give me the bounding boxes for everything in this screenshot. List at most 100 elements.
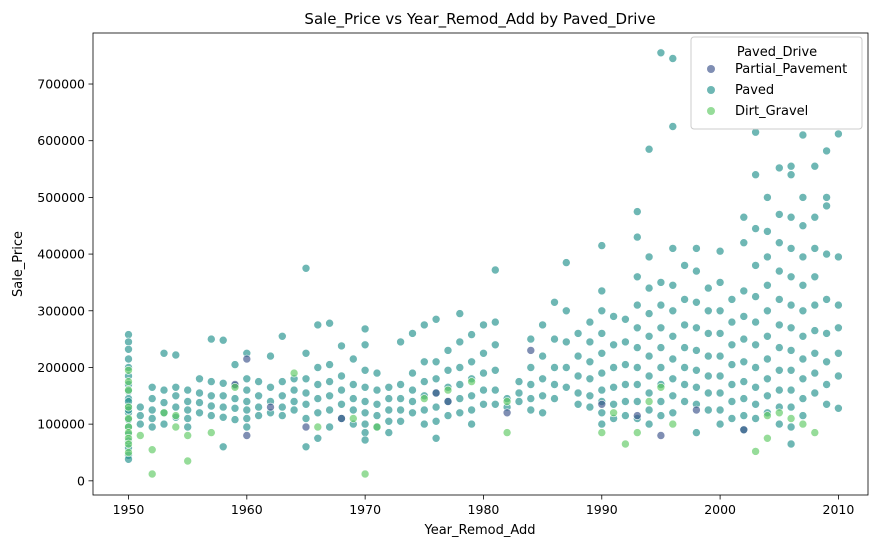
data-point bbox=[124, 402, 133, 412]
data-point bbox=[763, 280, 772, 290]
data-point bbox=[597, 385, 607, 395]
data-point bbox=[195, 408, 204, 418]
data-point bbox=[822, 380, 831, 389]
data-point bbox=[360, 382, 370, 392]
data-point bbox=[798, 252, 808, 262]
data-point bbox=[467, 419, 476, 429]
y-tick-label: 400000 bbox=[37, 247, 85, 262]
data-point bbox=[455, 394, 465, 403]
points-layer bbox=[124, 48, 843, 479]
data-point bbox=[632, 272, 642, 282]
data-point bbox=[277, 411, 287, 420]
data-point bbox=[609, 408, 618, 418]
data-point bbox=[514, 377, 524, 386]
data-point bbox=[183, 431, 192, 440]
data-point bbox=[124, 354, 133, 364]
data-point bbox=[739, 411, 749, 420]
data-point bbox=[644, 144, 654, 154]
data-point bbox=[207, 401, 216, 411]
data-point bbox=[360, 397, 370, 406]
data-point bbox=[490, 340, 500, 350]
data-point bbox=[609, 399, 618, 409]
data-point bbox=[159, 348, 169, 358]
legend-marker bbox=[707, 86, 715, 94]
data-point bbox=[467, 357, 476, 367]
data-point bbox=[739, 357, 749, 367]
data-point bbox=[419, 419, 429, 429]
data-point bbox=[822, 201, 831, 211]
data-point bbox=[751, 414, 760, 423]
data-point bbox=[526, 346, 536, 355]
data-point bbox=[467, 330, 476, 339]
data-point bbox=[632, 207, 642, 216]
data-point bbox=[668, 408, 678, 418]
data-point bbox=[834, 371, 843, 381]
data-point bbox=[656, 323, 666, 333]
data-point bbox=[715, 278, 725, 287]
legend-label: Dirt_Gravel bbox=[735, 104, 808, 119]
data-point bbox=[230, 403, 240, 413]
data-point bbox=[739, 238, 749, 247]
data-point bbox=[337, 371, 346, 381]
data-point bbox=[479, 399, 488, 409]
data-point bbox=[585, 357, 595, 367]
data-point bbox=[798, 354, 808, 364]
data-point bbox=[786, 385, 796, 395]
data-point bbox=[774, 238, 784, 247]
data-point bbox=[715, 388, 725, 398]
data-point bbox=[408, 329, 417, 338]
data-point bbox=[597, 241, 607, 250]
data-point bbox=[786, 422, 796, 432]
data-point bbox=[763, 391, 772, 401]
data-point bbox=[656, 431, 666, 440]
data-point bbox=[774, 320, 784, 330]
data-point bbox=[609, 312, 618, 321]
data-point bbox=[656, 278, 666, 287]
data-point bbox=[680, 320, 689, 330]
data-point bbox=[810, 326, 820, 335]
data-point bbox=[124, 377, 133, 386]
data-point bbox=[479, 320, 488, 330]
data-point bbox=[668, 419, 678, 429]
data-point bbox=[159, 419, 169, 429]
data-point bbox=[621, 360, 630, 369]
data-point bbox=[680, 397, 689, 406]
data-point bbox=[786, 414, 796, 423]
data-point bbox=[703, 405, 713, 415]
x-tick-label: 1950 bbox=[113, 502, 145, 517]
data-point bbox=[786, 244, 796, 253]
data-point bbox=[644, 371, 654, 381]
data-point bbox=[834, 403, 843, 413]
x-tick-label: 2000 bbox=[704, 502, 736, 517]
data-point bbox=[159, 398, 169, 407]
data-point bbox=[538, 374, 547, 384]
data-point bbox=[680, 295, 689, 304]
data-point bbox=[171, 382, 181, 392]
data-point bbox=[502, 428, 512, 437]
data-point bbox=[443, 365, 453, 375]
data-point bbox=[703, 283, 713, 293]
data-point bbox=[183, 422, 192, 432]
data-point bbox=[786, 439, 796, 449]
data-point bbox=[668, 280, 678, 290]
data-point bbox=[692, 297, 701, 307]
data-point bbox=[455, 309, 465, 318]
x-tick-label: 2010 bbox=[823, 502, 855, 517]
data-point bbox=[798, 306, 808, 316]
data-point bbox=[337, 385, 346, 395]
y-tick-label: 700000 bbox=[37, 77, 85, 92]
data-point bbox=[254, 402, 263, 412]
data-point bbox=[360, 419, 370, 429]
data-point bbox=[431, 416, 441, 426]
data-point bbox=[384, 428, 394, 437]
data-point bbox=[147, 445, 157, 455]
data-point bbox=[644, 331, 654, 341]
data-point bbox=[431, 388, 441, 398]
data-point bbox=[763, 411, 772, 420]
data-point bbox=[727, 414, 737, 423]
data-point bbox=[810, 212, 820, 222]
data-point bbox=[147, 414, 157, 423]
data-point bbox=[313, 408, 323, 418]
data-point bbox=[183, 414, 192, 423]
data-point bbox=[597, 348, 607, 358]
